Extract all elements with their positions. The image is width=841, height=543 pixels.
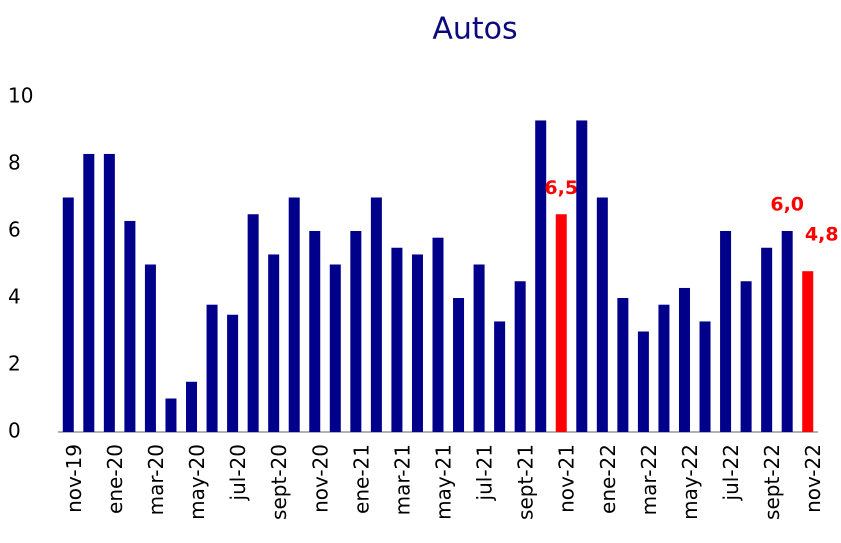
bar [329,264,341,432]
y-tick-label: 10 [8,84,33,108]
x-tick-label: sept-22 [760,444,784,520]
bar [699,321,711,432]
bar [165,398,177,432]
y-tick-label: 6 [8,218,21,242]
bar [453,298,465,432]
x-tick-label: nov-21 [555,444,579,513]
x-tick-label: nov-22 [801,444,825,513]
bar [144,264,156,432]
bar [473,264,485,432]
x-tick-label: jul-21 [473,444,497,501]
bar [288,197,300,432]
y-tick-label: 2 [8,352,21,376]
value-label: 6,5 [544,177,578,199]
x-tick-label: sept-21 [514,444,538,520]
bar [103,153,115,432]
bar [370,197,382,432]
bar [391,247,403,432]
bar [720,231,732,432]
x-tick-label: jul-22 [719,444,743,501]
bar [186,381,198,432]
x-tick-label: ene-22 [596,444,620,514]
value-label: 4,8 [805,224,839,246]
bar [802,271,814,432]
bar [761,247,773,432]
bar [555,214,567,432]
x-tick-label: jul-20 [226,444,250,501]
y-tick-label: 8 [8,151,21,175]
x-tick-label: sept-20 [267,444,291,520]
x-tick-label: nov-19 [62,444,86,513]
bar [124,220,136,432]
bar [637,331,649,432]
bar [350,231,362,432]
bar [83,153,95,432]
bar [247,214,259,432]
bar [576,120,588,432]
bar [678,287,690,432]
bar [432,237,444,432]
y-tick-label: 4 [8,285,21,309]
bar [309,231,321,432]
bar [781,231,793,432]
bar [268,254,280,432]
bar [411,254,423,432]
x-tick-label: mar-21 [390,444,414,515]
bar [535,120,547,432]
bar [596,197,608,432]
value-label: 6,0 [770,194,804,216]
x-tick-label: ene-21 [349,444,373,514]
bar [514,281,526,432]
y-tick-label: 0 [8,419,21,443]
x-tick-label: may-21 [432,444,456,520]
chart-title: Autos [432,12,517,47]
bar [740,281,752,432]
x-tick-label: mar-22 [637,444,661,515]
bar [227,314,239,432]
bar [494,321,506,432]
x-tick-label: may-22 [678,444,702,520]
bar [62,197,74,432]
bar [206,304,218,432]
bar [617,298,629,432]
x-tick-label: nov-20 [308,444,332,513]
x-tick-label: ene-20 [103,444,127,514]
bar [658,304,670,432]
x-tick-label: mar-20 [144,444,168,515]
x-tick-label: may-20 [185,444,209,520]
